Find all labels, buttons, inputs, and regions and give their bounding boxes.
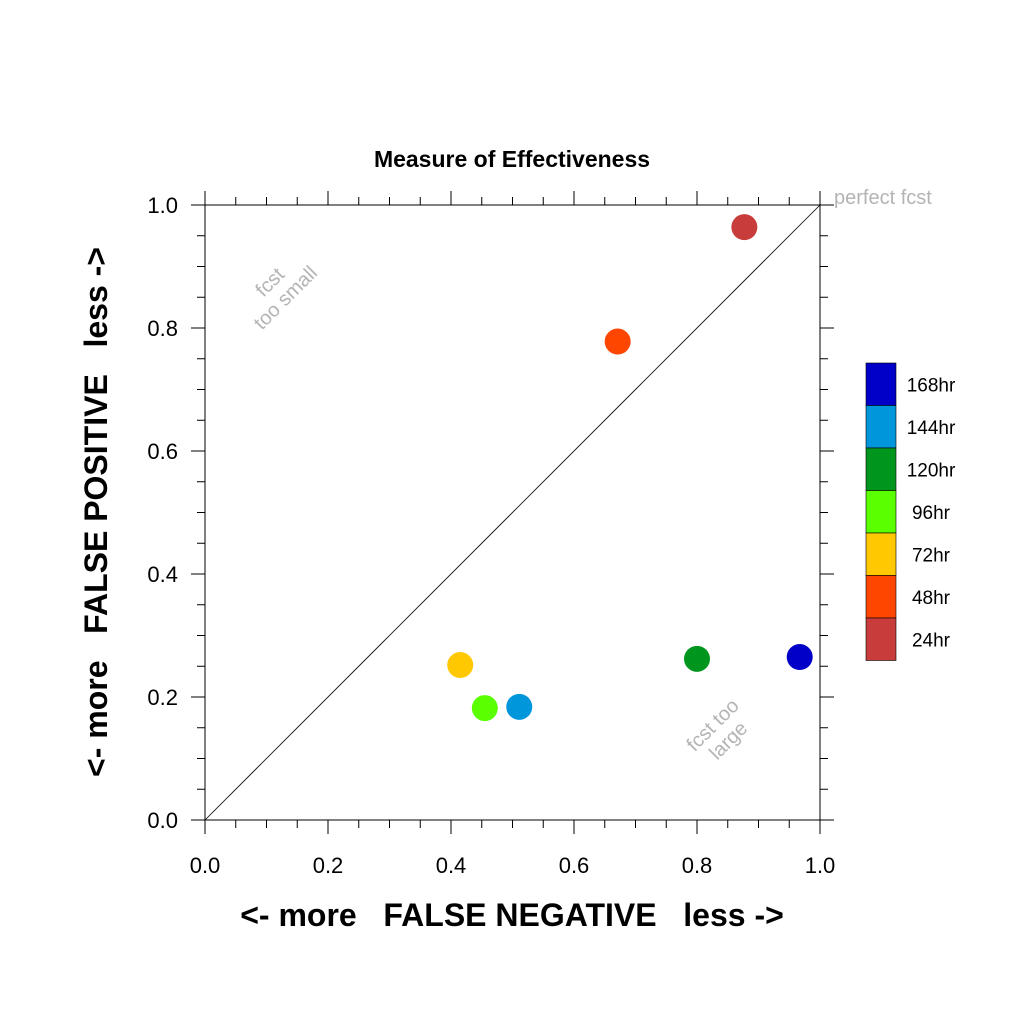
x-tick-label: 1.0: [805, 853, 836, 878]
x-axis-title: <- more FALSE NEGATIVE less ->: [240, 897, 784, 933]
legend-swatch-168hr: [865, 362, 897, 406]
x-tick-label: 0.8: [682, 853, 713, 878]
legend-swatch-120hr: [865, 447, 897, 491]
x-tick-label: 0.2: [313, 853, 344, 878]
legend-label-96hr: 96hr: [912, 503, 951, 524]
legend-label-168hr: 168hr: [907, 375, 956, 396]
perfect-fcst-label: perfect fcst: [834, 187, 932, 209]
fcst-too-large-label: fcst toolarge: [683, 695, 760, 772]
point-120hr: [684, 645, 710, 672]
y-axis-title: <- more FALSE POSITIVE less ->: [78, 247, 114, 777]
point-144hr: [506, 693, 533, 720]
legend-swatch-144hr: [865, 405, 897, 449]
point-96hr: [471, 695, 498, 722]
data-points: [447, 214, 813, 722]
y-tick-label: 0.2: [147, 685, 178, 710]
y-tick-label: 0.4: [147, 562, 178, 587]
x-tick-labels: 0.0 0.2 0.4 0.6 0.8 1.0: [190, 853, 836, 878]
y-tick-label: 0.8: [147, 316, 178, 341]
x-tick-label: 0.0: [190, 853, 221, 878]
point-168hr: [786, 644, 813, 671]
x-tick-label: 0.4: [436, 853, 467, 878]
legend-label-72hr: 72hr: [912, 545, 951, 566]
fcst-too-small-label: fcsttoo small: [234, 247, 322, 335]
chart-title: Measure of Effectiveness: [374, 146, 650, 172]
legend-swatch-72hr: [865, 532, 897, 576]
point-72hr: [447, 652, 474, 679]
legend: 168hr 144hr 120hr 96hr 72hr 48hr 24hr: [865, 362, 956, 661]
legend-label-144hr: 144hr: [907, 418, 956, 439]
legend-label-48hr: 48hr: [912, 588, 951, 609]
legend-swatch-24hr: [865, 617, 897, 661]
y-tick-label: 0.6: [147, 439, 178, 464]
point-48hr: [604, 328, 631, 355]
legend-swatch-48hr: [865, 575, 897, 619]
point-24hr: [731, 214, 758, 241]
x-tick-label: 0.6: [559, 853, 590, 878]
legend-label-24hr: 24hr: [912, 630, 951, 651]
y-tick-label: 1.0: [147, 193, 178, 218]
legend-label-120hr: 120hr: [907, 460, 956, 481]
legend-swatch-96hr: [865, 490, 897, 534]
axis-ticks: [191, 191, 834, 834]
perfect-forecast-diagonal: [204, 204, 821, 821]
y-tick-labels: 0.0 0.2 0.4 0.6 0.8 1.0: [147, 193, 178, 833]
y-tick-label: 0.0: [147, 808, 178, 833]
annotations: fcsttoo small fcst toolarge perfect fcst: [234, 187, 932, 772]
